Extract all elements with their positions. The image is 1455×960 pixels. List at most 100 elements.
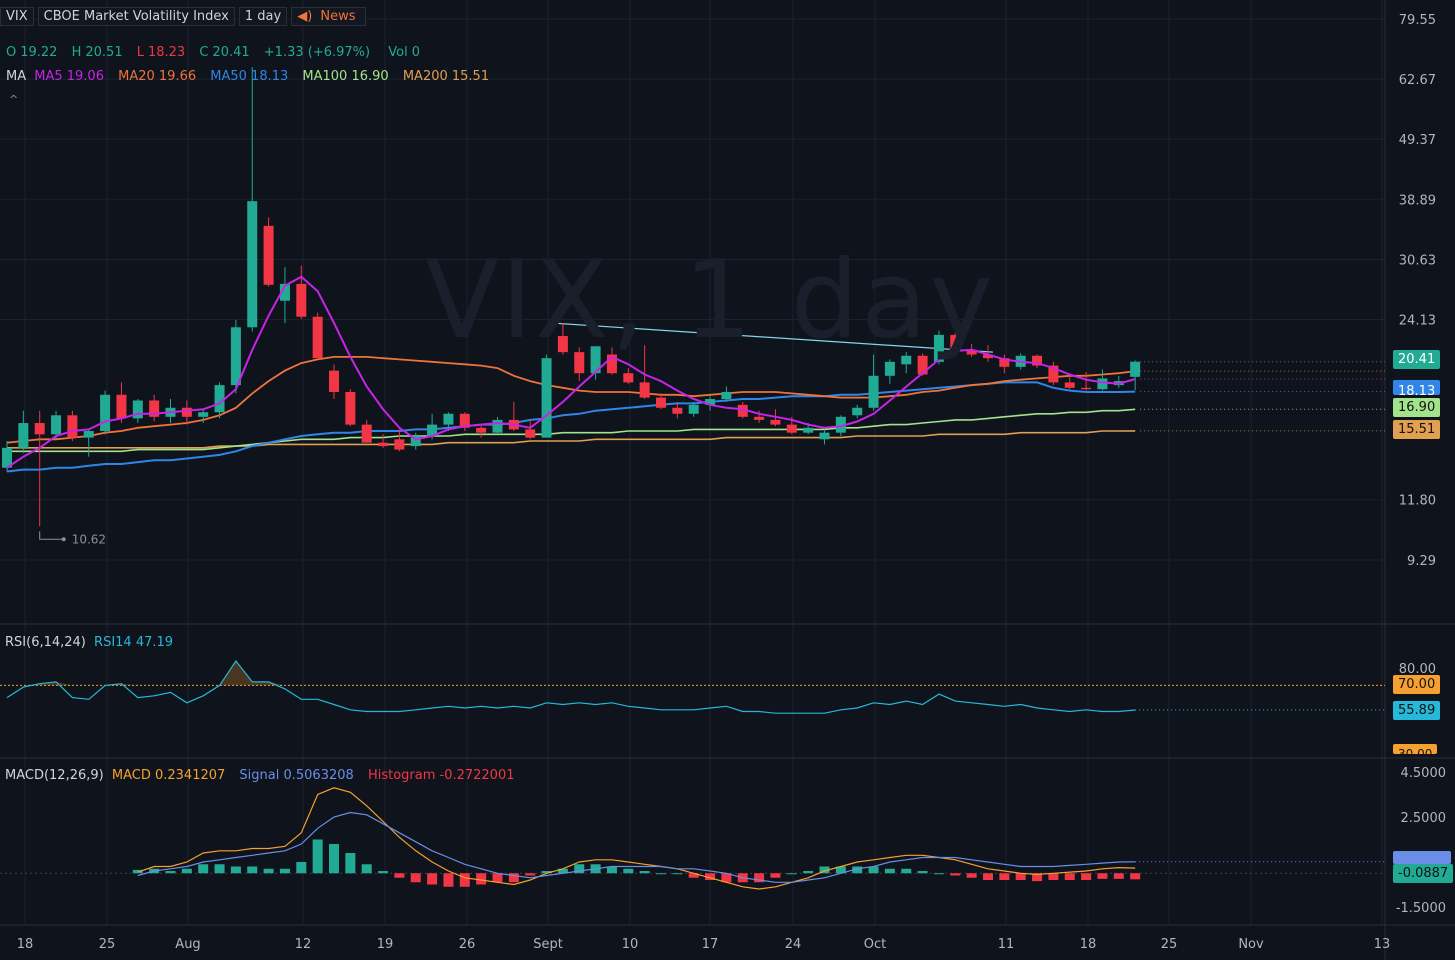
ma50-legend: MA50 18.13: [210, 69, 289, 84]
candle-body: [656, 397, 666, 408]
macd-histogram-bar: [165, 871, 176, 874]
macd-histogram-bar: [1048, 873, 1059, 880]
candle-body: [427, 424, 438, 436]
macd-histogram-bar: [296, 862, 307, 874]
low-label: L: [136, 45, 144, 60]
candle-body: [132, 400, 143, 419]
news-button[interactable]: ◀) News: [291, 7, 366, 26]
macd-histogram-bar: [1064, 873, 1075, 880]
symbol-name[interactable]: CBOE Market Volatility Index: [37, 7, 235, 26]
candle-body: [999, 358, 1010, 367]
macd-histogram-bar: [476, 873, 487, 885]
macd-histogram-bar: [786, 873, 797, 875]
candle-body: [198, 412, 209, 417]
candle-body: [149, 400, 160, 417]
last-price-tag: 20.41: [1393, 350, 1441, 369]
symbol-header: VIX CBOE Market Volatility Index 1 day ◀) N…: [0, 7, 370, 26]
macd-histogram-bar: [557, 868, 568, 874]
macd-histogram-bar: [1113, 873, 1124, 879]
low-marker-dot: [61, 537, 66, 542]
candle-body: [786, 424, 797, 433]
candle-body: [296, 283, 307, 317]
candle-body: [574, 352, 585, 374]
candle-body: [688, 404, 699, 414]
candle-body: [901, 355, 912, 365]
symbol-tag[interactable]: VIX: [0, 7, 34, 26]
candle-body: [345, 391, 356, 425]
close-label: C: [199, 45, 209, 60]
collapse-chevron-icon[interactable]: ^: [9, 93, 19, 106]
macd-histogram-bar: [983, 873, 993, 880]
candle-body: [525, 429, 536, 438]
candle-body: [590, 346, 601, 374]
macd-histogram-bar: [623, 868, 634, 874]
rsi14-legend: RSI14 47.19: [94, 635, 174, 650]
rsi-overbought-tag: 70.00: [1393, 675, 1441, 694]
candle-body: [803, 427, 814, 433]
histogram-legend: Histogram -0.2722001: [367, 768, 515, 783]
candle-body: [1081, 387, 1092, 390]
candle-body: [263, 225, 274, 285]
macd-histogram-bar: [312, 839, 323, 874]
ma50-line: [6, 381, 1136, 473]
rsi-legend: RSI(6,14,24) RSI14 47.19: [5, 635, 177, 650]
macd-histogram-bar: [443, 873, 454, 887]
candle-body: [868, 375, 879, 408]
change-value: +1.33 (+6.97%): [263, 45, 371, 60]
ma-title[interactable]: MA: [6, 69, 27, 84]
candle-body: [983, 354, 993, 359]
candle-body: [18, 423, 29, 448]
candle-body: [100, 394, 111, 432]
time-axis-label: 12: [295, 937, 312, 952]
price-axis-label: 11.80: [1399, 494, 1436, 509]
time-axis-label: 13: [1374, 937, 1391, 952]
macd-histogram-bar: [803, 871, 814, 874]
macd-histogram-bar: [247, 866, 258, 874]
macd-histogram-bar: [1032, 873, 1043, 882]
macd-histogram-bar: [378, 871, 389, 874]
macd-histogram-bar: [705, 873, 716, 880]
rsi-axis-label: 80.00: [1399, 662, 1436, 677]
ma200-price-tag: 15.51: [1393, 420, 1441, 439]
macd-histogram-bar: [492, 873, 503, 883]
macd-histogram-bar: [656, 873, 666, 875]
signal-legend: Signal 0.5063208: [239, 768, 354, 783]
macd-title[interactable]: MACD(12,26,9): [5, 768, 104, 783]
interval-tag[interactable]: 1 day: [238, 7, 288, 26]
candle-body: [557, 336, 568, 353]
candle-body: [394, 439, 405, 450]
high-value: 20.51: [85, 45, 123, 60]
macd-histogram-bar: [1015, 873, 1026, 880]
macd-histogram-tag: -0.0887: [1393, 864, 1454, 883]
rsi-title[interactable]: RSI(6,14,24): [5, 635, 86, 650]
macd-histogram-bar: [819, 866, 830, 874]
candle-body: [34, 423, 45, 435]
macd-histogram-bar: [214, 864, 225, 874]
candle-body: [606, 354, 617, 374]
macd-histogram-bar: [181, 868, 192, 874]
price-axis-label: 62.67: [1399, 73, 1436, 88]
macd-histogram-bar: [950, 873, 961, 876]
candle-body: [1032, 355, 1043, 366]
macd-histogram-bar: [410, 873, 421, 883]
candle-body: [950, 334, 961, 350]
price-axis-label: 24.13: [1399, 314, 1436, 329]
macd-histogram-bar: [672, 873, 683, 875]
candle-body: [721, 391, 732, 400]
macd-histogram-bar: [459, 873, 470, 887]
time-axis-label: Nov: [1238, 937, 1264, 952]
macd-histogram-bar: [966, 873, 977, 878]
macd-histogram-bar: [279, 868, 290, 874]
candle-body: [754, 416, 765, 420]
candle-body: [884, 361, 895, 376]
macd-histogram-bar: [884, 868, 895, 874]
candle-body: [770, 419, 781, 425]
candle-body: [247, 201, 258, 328]
macd-axis-label: -1.5000: [1396, 901, 1446, 916]
candle-body: [492, 419, 503, 433]
candle-body: [410, 435, 421, 447]
time-axis-label: 24: [785, 937, 802, 952]
candle-body: [705, 399, 716, 405]
ma20-line: [6, 355, 1136, 444]
